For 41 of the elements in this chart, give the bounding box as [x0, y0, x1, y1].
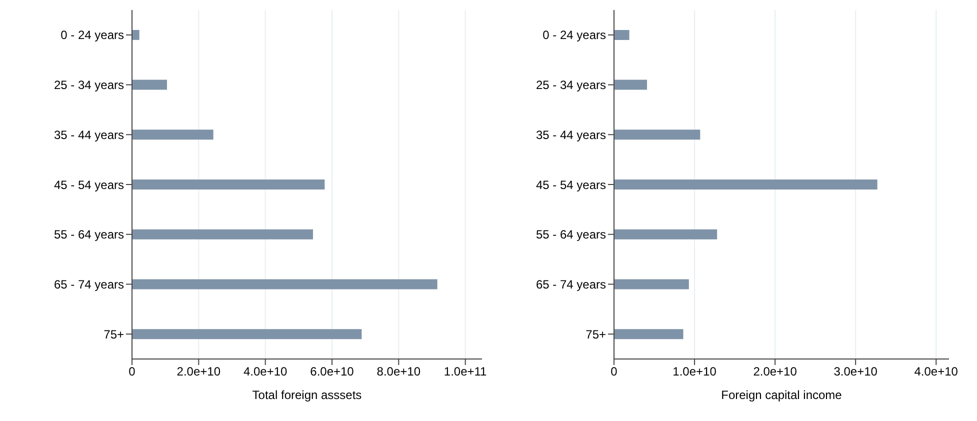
y-tick-label: 75+: [104, 327, 124, 342]
y-tick-label: 35 - 44 years: [54, 128, 124, 142]
bar: [614, 279, 689, 290]
x-tick-label: 3.0e+10: [834, 364, 878, 379]
x-tick-label: 8.0e+10: [376, 364, 421, 379]
x-tick-label: 0: [128, 364, 136, 379]
y-tick-label: 25 - 34 years: [536, 78, 606, 92]
bar: [132, 279, 438, 290]
x-tick-label: 1.0e+11: [444, 364, 488, 379]
x-tick-label: 4.0e+10: [914, 364, 958, 379]
x-axis-title: Foreign capital income: [721, 388, 842, 402]
bar: [132, 229, 313, 240]
bar: [614, 229, 718, 240]
x-tick-label: 4.0e+10: [243, 364, 288, 379]
y-tick-label: 65 - 74 years: [536, 277, 606, 292]
bar: [132, 130, 214, 140]
x-axis-title: Total foreign asssets: [252, 388, 362, 402]
y-tick-label: 25 - 34 years: [54, 78, 124, 92]
y-tick-label: 45 - 54 years: [54, 178, 124, 192]
y-tick-label: 0 - 24 years: [542, 28, 606, 42]
bar: [614, 180, 878, 190]
bar: [132, 80, 167, 90]
y-tick-label: 55 - 64 years: [536, 228, 606, 242]
bar: [614, 329, 684, 340]
x-tick-label: 2.0e+10: [176, 364, 221, 379]
x-tick-label: 0: [610, 364, 618, 379]
y-tick-label: 35 - 44 years: [536, 128, 606, 142]
y-tick-label: 55 - 64 years: [54, 228, 124, 242]
bar: [132, 329, 362, 340]
bar: [132, 180, 325, 190]
x-tick-label: 1.0e+10: [672, 364, 717, 379]
y-tick-label: 65 - 74 years: [54, 277, 124, 292]
x-tick-label: 6.0e+10: [310, 364, 354, 379]
y-tick-label: 45 - 54 years: [536, 178, 606, 192]
x-tick-label: 2.0e+10: [753, 364, 798, 379]
bar: [614, 130, 700, 140]
y-tick-label: 0 - 24 years: [60, 28, 124, 42]
y-tick-label: 75+: [586, 327, 606, 342]
bar: [132, 30, 140, 40]
bar: [614, 80, 648, 90]
bar: [614, 30, 630, 40]
